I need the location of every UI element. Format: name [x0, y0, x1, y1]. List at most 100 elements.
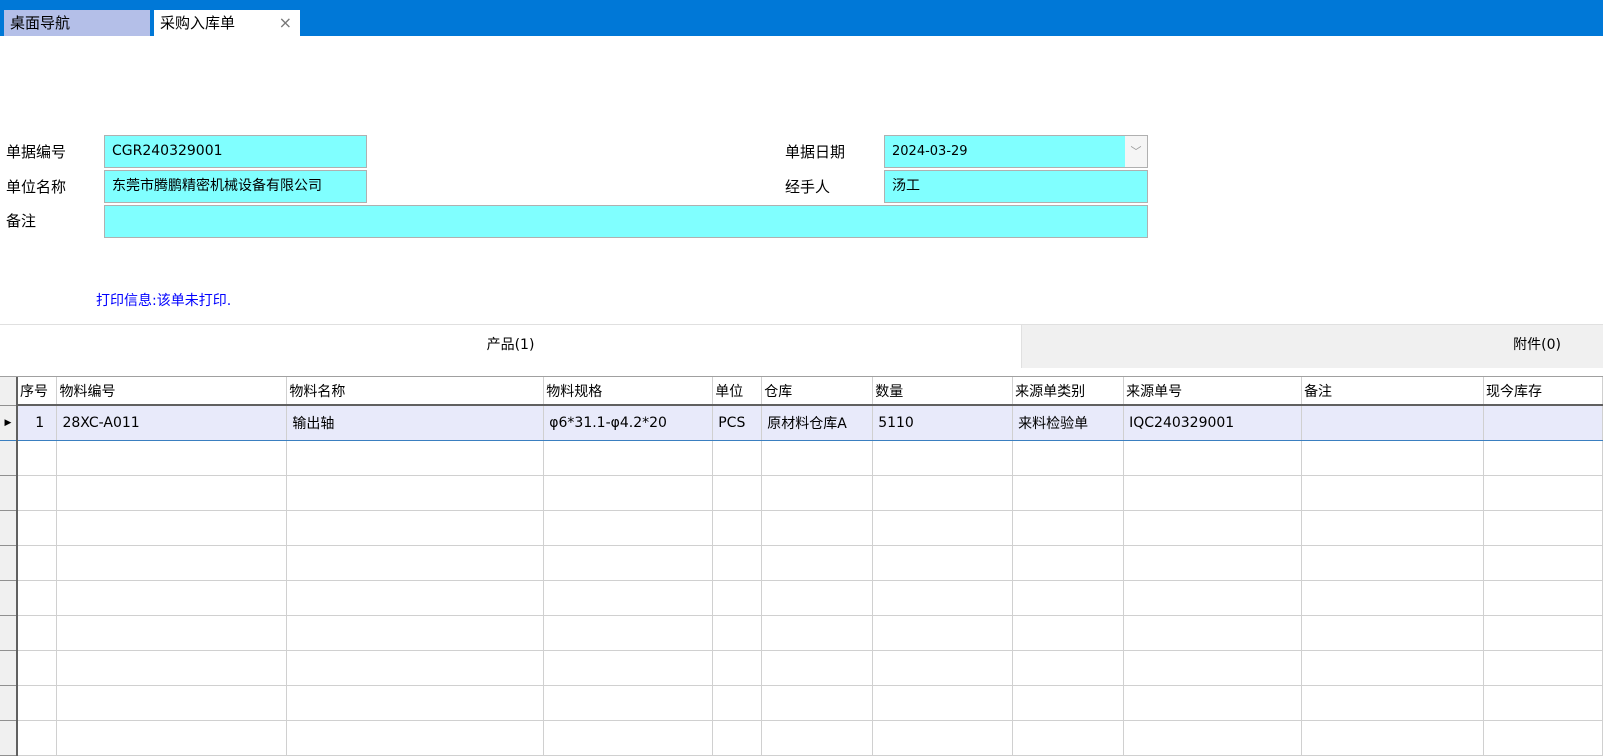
- table-cell[interactable]: 1: [16, 404, 58, 441]
- table-cell[interactable]: [1483, 510, 1603, 546]
- table-cell[interactable]: [286, 545, 545, 581]
- table-cell[interactable]: [286, 720, 545, 756]
- table-cell[interactable]: [712, 580, 763, 616]
- table-cell[interactable]: [543, 545, 714, 581]
- table-cell[interactable]: [761, 440, 874, 476]
- table-cell[interactable]: [1483, 650, 1603, 686]
- table-cell[interactable]: [56, 580, 288, 616]
- row-header[interactable]: [0, 615, 18, 651]
- table-cell[interactable]: [543, 720, 714, 756]
- table-cell[interactable]: [16, 720, 58, 756]
- column-header[interactable]: 现今库存: [1483, 377, 1603, 406]
- table-row[interactable]: [0, 545, 1603, 581]
- date-picker[interactable]: 2024-03-29 ﹀: [884, 135, 1148, 168]
- table-cell[interactable]: [1483, 475, 1603, 511]
- table-cell[interactable]: [1012, 475, 1125, 511]
- table-cell[interactable]: [1301, 720, 1484, 756]
- doc-no-field[interactable]: CGR240329001: [104, 135, 367, 168]
- table-cell[interactable]: [286, 510, 545, 546]
- table-cell[interactable]: [1483, 404, 1603, 441]
- table-cell[interactable]: [1483, 615, 1603, 651]
- table-cell[interactable]: [543, 650, 714, 686]
- table-cell[interactable]: [1483, 580, 1603, 616]
- table-cell[interactable]: [286, 580, 545, 616]
- table-cell[interactable]: [761, 475, 874, 511]
- table-cell[interactable]: [56, 510, 288, 546]
- table-cell[interactable]: [712, 720, 763, 756]
- table-row[interactable]: [0, 650, 1603, 686]
- table-cell[interactable]: [286, 475, 545, 511]
- table-cell[interactable]: [543, 440, 714, 476]
- table-cell[interactable]: [16, 685, 58, 721]
- table-cell[interactable]: [16, 580, 58, 616]
- table-row[interactable]: [0, 685, 1603, 721]
- table-cell[interactable]: [1123, 545, 1303, 581]
- table-cell[interactable]: [1012, 685, 1125, 721]
- table-cell[interactable]: [1123, 510, 1303, 546]
- table-cell[interactable]: [712, 545, 763, 581]
- table-cell[interactable]: 5110: [872, 404, 1014, 441]
- table-cell[interactable]: [1483, 685, 1603, 721]
- table-row[interactable]: ▶ 1 28XC-A011 输出轴 φ6*31.1-φ4.2*20 PCS 原材料仓库A 51…: [0, 404, 1603, 441]
- table-cell[interactable]: [1301, 650, 1484, 686]
- table-cell[interactable]: [1301, 615, 1484, 651]
- column-header[interactable]: 仓库: [761, 377, 874, 406]
- table-cell[interactable]: [872, 685, 1014, 721]
- company-field[interactable]: 东莞市腾鹏精密机械设备有限公司: [104, 170, 367, 203]
- table-cell[interactable]: [1301, 545, 1484, 581]
- table-cell[interactable]: [872, 720, 1014, 756]
- table-cell[interactable]: [543, 510, 714, 546]
- table-cell[interactable]: 28XC-A011: [56, 404, 288, 441]
- table-cell[interactable]: [286, 615, 545, 651]
- table-cell[interactable]: [872, 475, 1014, 511]
- tab-purchase-receipt[interactable]: 采购入库单 ×: [154, 10, 300, 36]
- column-header[interactable]: 物料编号: [56, 377, 288, 406]
- table-cell[interactable]: [761, 650, 874, 686]
- table-cell[interactable]: [1012, 580, 1125, 616]
- chevron-down-icon[interactable]: ﹀: [1125, 136, 1147, 167]
- table-cell[interactable]: φ6*31.1-φ4.2*20: [543, 404, 714, 441]
- table-cell[interactable]: [1123, 440, 1303, 476]
- column-header[interactable]: 备注: [1301, 377, 1484, 406]
- table-cell[interactable]: [1012, 545, 1125, 581]
- column-header[interactable]: 来源单号: [1123, 377, 1303, 406]
- tab-products[interactable]: 产品(1): [0, 325, 1022, 368]
- table-cell[interactable]: [56, 650, 288, 686]
- table-cell[interactable]: 输出轴: [286, 404, 545, 441]
- table-cell[interactable]: [712, 475, 763, 511]
- row-header[interactable]: [0, 475, 18, 511]
- table-cell[interactable]: [712, 510, 763, 546]
- column-header[interactable]: 物料规格: [543, 377, 714, 406]
- row-header[interactable]: [0, 545, 18, 581]
- table-cell[interactable]: [1123, 580, 1303, 616]
- table-cell[interactable]: [1012, 650, 1125, 686]
- row-header[interactable]: [0, 510, 18, 546]
- table-cell[interactable]: [543, 475, 714, 511]
- table-cell[interactable]: [1123, 475, 1303, 511]
- table-cell[interactable]: [1301, 580, 1484, 616]
- column-header[interactable]: 来源单类别: [1012, 377, 1125, 406]
- table-cell[interactable]: [1012, 720, 1125, 756]
- table-cell[interactable]: [1012, 510, 1125, 546]
- table-cell[interactable]: [872, 545, 1014, 581]
- table-cell[interactable]: [56, 615, 288, 651]
- table-cell[interactable]: [56, 475, 288, 511]
- table-cell[interactable]: [872, 615, 1014, 651]
- table-cell[interactable]: [1301, 685, 1484, 721]
- table-cell[interactable]: [1483, 545, 1603, 581]
- table-cell[interactable]: [761, 685, 874, 721]
- table-cell[interactable]: [1301, 440, 1484, 476]
- table-cell[interactable]: [1123, 720, 1303, 756]
- table-cell[interactable]: 原材料仓库A: [761, 404, 874, 441]
- table-cell[interactable]: [543, 685, 714, 721]
- table-cell[interactable]: [761, 545, 874, 581]
- table-cell[interactable]: 来料检验单: [1012, 404, 1125, 441]
- table-cell[interactable]: [1301, 510, 1484, 546]
- table-cell[interactable]: [56, 720, 288, 756]
- table-cell[interactable]: [56, 545, 288, 581]
- table-row[interactable]: [0, 475, 1603, 511]
- table-cell[interactable]: [872, 510, 1014, 546]
- column-header[interactable]: 物料名称: [286, 377, 545, 406]
- table-cell[interactable]: [286, 685, 545, 721]
- table-cell[interactable]: [761, 615, 874, 651]
